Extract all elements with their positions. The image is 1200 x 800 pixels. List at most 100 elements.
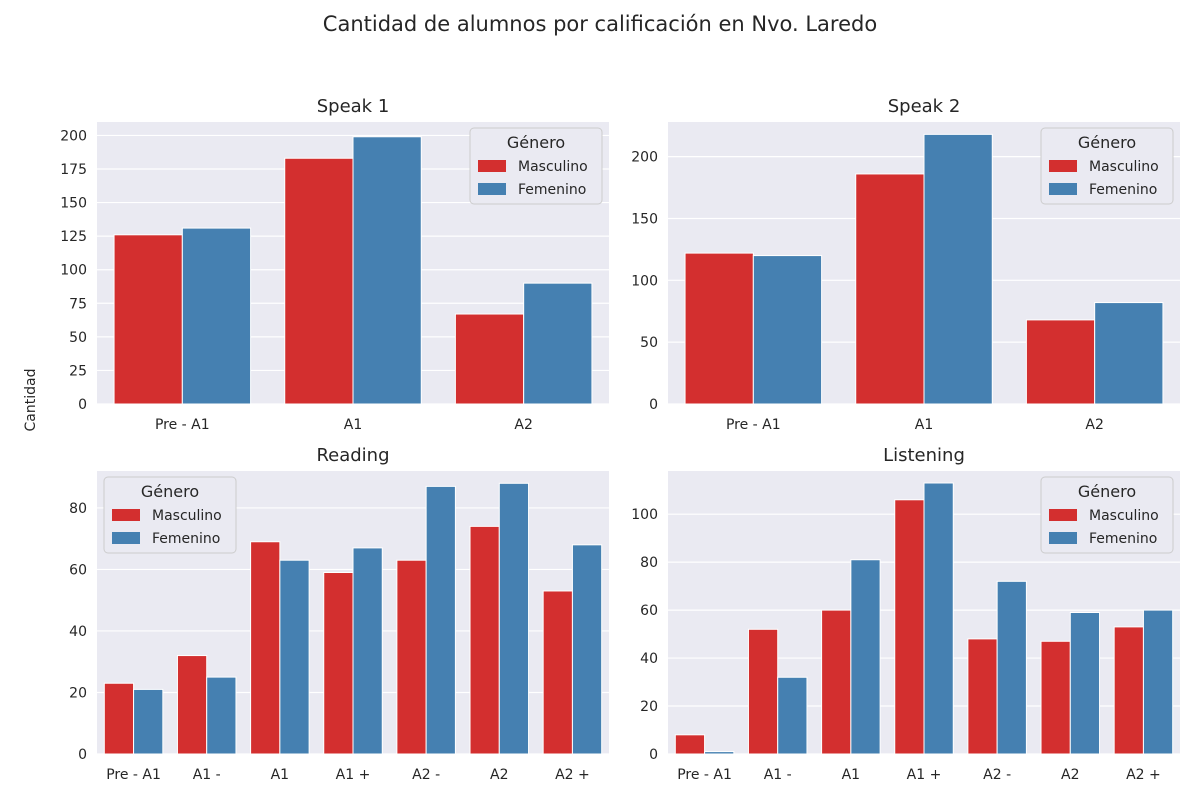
- y-tick-label: 200: [631, 150, 658, 166]
- bar-femenino-2: [352, 136, 422, 405]
- legend: Género Masculino Femenino: [1040, 127, 1174, 205]
- y-tick-label: 20: [640, 699, 658, 715]
- y-tick-label: 0: [649, 747, 658, 763]
- x-tick-label: A1: [344, 417, 362, 433]
- bar-masculino-3: [1025, 319, 1096, 405]
- x-tick-label: A1 +: [336, 767, 371, 783]
- bar-masculino-1: [674, 734, 706, 755]
- bar-masculino-6: [1040, 640, 1071, 755]
- y-tick-label: 80: [69, 501, 87, 517]
- bar-masculino-1: [103, 682, 135, 755]
- legend-title: Género: [1078, 133, 1136, 152]
- y-tick-label: 75: [69, 296, 87, 312]
- x-tick-label: A2: [1061, 767, 1079, 783]
- legend: Género Masculino Femenino: [469, 127, 603, 205]
- y-tick-label: 50: [640, 335, 658, 351]
- y-tick-label: 40: [69, 624, 87, 640]
- bar-femenino-6: [1069, 612, 1101, 755]
- bar-masculino-5: [396, 559, 427, 755]
- legend-swatch-femenino: [112, 532, 140, 544]
- y-tick-label: 200: [60, 128, 87, 144]
- y-tick-label: 25: [69, 363, 87, 379]
- bar-femenino-1: [752, 255, 823, 405]
- legend: Género Masculino Femenino: [103, 476, 237, 554]
- x-tick-label: Pre - A1: [155, 417, 210, 433]
- subplot-title: Speak 1: [317, 96, 390, 117]
- y-tick-label: 100: [60, 263, 87, 279]
- bar-femenino-3: [523, 282, 593, 405]
- bar-masculino-3: [250, 541, 281, 755]
- bar-femenino-3: [279, 559, 310, 755]
- bar-masculino-2: [747, 628, 779, 755]
- y-tick-label: 60: [69, 562, 87, 578]
- legend-label-masculino: Masculino: [1089, 508, 1159, 524]
- y-tick-label: 60: [640, 603, 658, 619]
- bar-femenino-3: [1094, 302, 1164, 405]
- legend: Género Masculino Femenino: [1040, 476, 1174, 554]
- x-tick-label: A1: [271, 767, 289, 783]
- bar-masculino-4: [894, 499, 925, 755]
- subplot-4: 0 20 40 60 80 100 Pre - A1 A1 - A1 A1 + A2 - A2 A2 +…: [631, 445, 1180, 783]
- x-tick-label: A2 +: [1126, 767, 1161, 783]
- legend-swatch-femenino: [1049, 532, 1077, 544]
- bar-masculino-2: [176, 655, 208, 755]
- x-tick-label: Pre - A1: [726, 417, 781, 433]
- legend-swatch-masculino: [112, 509, 140, 521]
- y-tick-label: 100: [631, 273, 658, 289]
- bar-masculino-7: [1113, 626, 1144, 755]
- legend-label-masculino: Masculino: [152, 508, 222, 524]
- bar-masculino-4: [323, 572, 354, 755]
- y-tick-label: 175: [60, 162, 87, 178]
- y-tick-label: 150: [60, 196, 87, 212]
- bar-masculino-3: [454, 313, 525, 405]
- legend-label-masculino: Masculino: [518, 159, 588, 175]
- bar-femenino-5: [996, 580, 1027, 755]
- bar-femenino-7: [571, 544, 603, 755]
- bar-femenino-5: [425, 485, 456, 755]
- bar-femenino-3: [850, 559, 881, 755]
- legend-swatch-masculino: [1049, 160, 1077, 172]
- bar-masculino-5: [967, 638, 998, 755]
- legend-label-masculino: Masculino: [1089, 159, 1159, 175]
- figure-title: Cantidad de alumnos por calificación en …: [322, 12, 878, 36]
- x-tick-label: Pre - A1: [677, 767, 732, 783]
- subplot-3: 0 20 40 60 80 Pre - A1 A1 - A1 A1 + A2 - A2 A2 + Rea…: [69, 445, 609, 783]
- y-tick-label: 0: [78, 397, 87, 413]
- bar-femenino-4: [352, 547, 383, 755]
- y-tick-label: 100: [631, 507, 658, 523]
- y-tick-label: 50: [69, 330, 87, 346]
- y-tick-label: 20: [69, 685, 87, 701]
- bar-femenino-1: [181, 227, 252, 405]
- legend-swatch-masculino: [478, 160, 506, 172]
- bar-masculino-1: [684, 252, 754, 405]
- bar-femenino-2: [777, 676, 808, 755]
- legend-label-femenino: Femenino: [1089, 531, 1157, 547]
- bar-masculino-2: [284, 157, 354, 405]
- subplot-2: 0 50 100 150 200 Pre - A1 A1 A2 Speak 2 Género Mas…: [631, 96, 1180, 433]
- legend-swatch-masculino: [1049, 509, 1077, 521]
- x-tick-label: A1 +: [907, 767, 942, 783]
- y-tick-label: 80: [640, 555, 658, 571]
- x-tick-label: A1 -: [193, 767, 221, 783]
- bar-masculino-3: [821, 609, 852, 755]
- legend-label-femenino: Femenino: [1089, 182, 1157, 198]
- bar-femenino-2: [206, 676, 237, 755]
- legend-swatch-femenino: [478, 183, 506, 195]
- legend-title: Género: [507, 133, 565, 152]
- x-tick-label: A1 -: [764, 767, 792, 783]
- bar-masculino-6: [469, 525, 500, 755]
- bar-femenino-4: [923, 482, 954, 755]
- y-tick-label: 0: [649, 397, 658, 413]
- x-tick-label: A1: [842, 767, 860, 783]
- legend-title: Género: [1078, 482, 1136, 501]
- bar-masculino-7: [542, 590, 573, 755]
- y-tick-label: 125: [60, 229, 87, 245]
- bar-femenino-1: [704, 751, 735, 755]
- subplot-title: Listening: [883, 445, 965, 466]
- x-tick-label: A2 -: [983, 767, 1011, 783]
- bar-femenino-6: [498, 482, 530, 755]
- bar-femenino-7: [1142, 609, 1174, 755]
- x-tick-label: A2: [514, 417, 532, 433]
- bar-masculino-2: [855, 173, 925, 405]
